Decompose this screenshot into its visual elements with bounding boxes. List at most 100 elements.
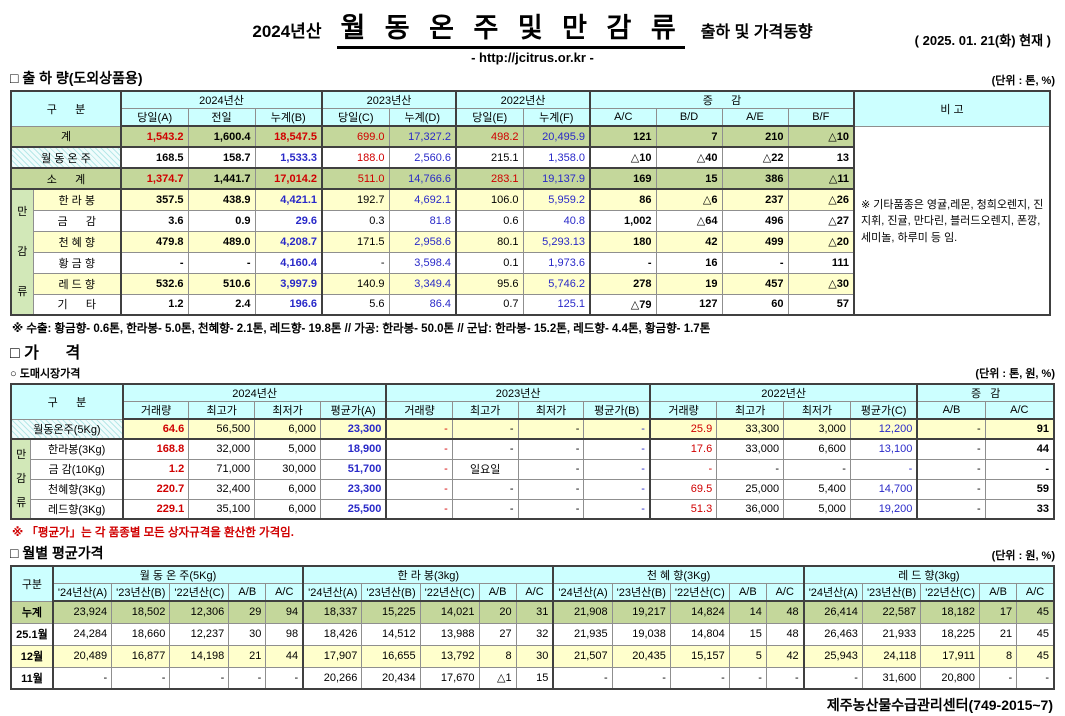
table-cell: 19,200 [849, 498, 918, 520]
table-cell: - [120, 251, 189, 274]
table-cell: 1,374.7 [120, 167, 189, 190]
unit-label-shipment: (단위 : 톤, %) [991, 75, 1055, 87]
table-cell: △30 [787, 272, 855, 295]
table-cell: 511.0 [321, 167, 390, 190]
column-header: 누계(F) [522, 108, 591, 127]
column-header: A/B [478, 583, 517, 602]
table-cell: - [916, 498, 986, 520]
table-cell: 20 [478, 600, 517, 624]
table-cell: 6,000 [254, 478, 321, 500]
table-cell: 일요일 [451, 458, 519, 480]
table-cell: 57 [787, 293, 855, 316]
table-cell: 180 [589, 230, 657, 253]
column-header: 누계(D) [388, 108, 457, 127]
table-cell: 56,500 [188, 418, 256, 440]
row-label: 월동온주(5Kg) [10, 418, 124, 440]
report-title: 2024년산 월 동 온 주 및 만 감 류 출하 및 가격동향 [10, 6, 1055, 49]
table-cell: 71,000 [188, 458, 256, 480]
table-cell: 6,000 [254, 418, 321, 440]
column-header: '22년산(C) [920, 583, 981, 602]
table-cell: 13 [787, 146, 855, 169]
table-cell: 283.1 [455, 167, 524, 190]
column-header: 당일(E) [455, 108, 524, 127]
table-cell: 5 [728, 644, 767, 668]
table-cell: - [728, 666, 767, 690]
table-cell: 5,746.2 [522, 272, 591, 295]
unit-label-price: (단위 : 톤, 원, %) [975, 368, 1055, 380]
row-label: 기 타 [32, 293, 122, 316]
column-header: 평균가(A) [319, 401, 387, 420]
table-cell: 21 [228, 644, 267, 668]
table-cell: 210 [721, 125, 789, 148]
table-cell: 18,426 [302, 622, 363, 646]
table-cell: - [669, 666, 730, 690]
table-cell: 0.6 [455, 209, 524, 232]
table-cell: 48 [765, 600, 805, 624]
row-label: 천혜향(3Kg) [30, 478, 124, 500]
table-cell: 17,327.2 [388, 125, 457, 148]
table-cell: 1,600.4 [187, 125, 256, 148]
table-cell: 17,670 [419, 666, 480, 690]
column-header: '22년산(C) [169, 583, 230, 602]
table-cell: 26,463 [802, 622, 863, 646]
table-cell: 25,500 [319, 498, 387, 520]
table-cell: 237 [721, 188, 789, 211]
table-cell: 188.0 [321, 146, 390, 169]
column-header: A/B [916, 401, 986, 420]
table-cell: 44 [984, 438, 1055, 460]
table-corner-header: 구분 [10, 565, 54, 602]
column-header: '24년산(A) [302, 583, 363, 602]
column-header: '23년산(B) [361, 583, 421, 602]
column-header: B/F [787, 108, 855, 127]
row-label: 12월 [10, 644, 54, 668]
product-group-header: 천 혜 향(3Kg) [552, 565, 805, 584]
table-cell: 20,266 [302, 666, 363, 690]
row-label: 누계 [10, 600, 54, 624]
table-cell: 19,217 [611, 600, 671, 624]
table-cell: - [321, 251, 390, 274]
column-header: A/B [228, 583, 267, 602]
table-cell: 13,100 [849, 438, 918, 460]
table-cell: 45 [1016, 622, 1055, 646]
table-cell: 496 [721, 209, 789, 232]
table-cell: 15 [728, 622, 767, 646]
table-cell: 32,400 [188, 478, 256, 500]
remarks-header: 비 고 [853, 90, 1051, 127]
row-label: 레드향(3Kg) [30, 498, 124, 520]
shipment-footnote: ※ 수출: 황금향- 0.6톤, 한라봉- 5.0톤, 천혜향- 2.1톤, 레… [12, 323, 711, 335]
table-cell: 16 [655, 251, 723, 274]
source-url: - http://jcitrus.or.kr - [471, 50, 594, 65]
table-cell: △64 [655, 209, 723, 232]
column-header: A/E [721, 108, 789, 127]
table-cell: △40 [655, 146, 723, 169]
table-cell: - [385, 458, 453, 480]
table-cell: 14 [728, 600, 767, 624]
year-group-header: 2022년산 [455, 90, 591, 109]
table-cell: 510.6 [187, 272, 256, 295]
table-cell: 5,400 [783, 478, 851, 500]
table-cell: 0.9 [187, 209, 256, 232]
table-cell: 15,225 [361, 600, 421, 624]
table-cell: 40.8 [522, 209, 591, 232]
column-header: '24년산(A) [51, 583, 113, 602]
table-cell: - [169, 666, 230, 690]
table-cell: 17,014.2 [254, 167, 323, 190]
table-cell: 158.7 [187, 146, 256, 169]
table-cell: 532.6 [120, 272, 189, 295]
table-cell: 14,198 [169, 644, 230, 668]
table-cell: △22 [721, 146, 789, 169]
table-cell: 457 [721, 272, 789, 295]
title-main: 월 동 온 주 및 만 감 류 [337, 6, 685, 49]
table-cell: 21 [979, 622, 1018, 646]
table-cell: 18,337 [302, 600, 363, 624]
table-cell: 30 [228, 622, 267, 646]
table-cell: 94 [265, 600, 304, 624]
table-cell: - [765, 666, 805, 690]
table-cell: 18,660 [111, 622, 171, 646]
table-cell: 5,293.13 [522, 230, 591, 253]
table-cell: - [984, 458, 1055, 480]
column-header: 최저가 [783, 401, 851, 420]
category-group-label: 만 감 류 [10, 188, 34, 316]
table-cell: 59 [984, 478, 1055, 500]
table-cell: 2,560.6 [388, 146, 457, 169]
